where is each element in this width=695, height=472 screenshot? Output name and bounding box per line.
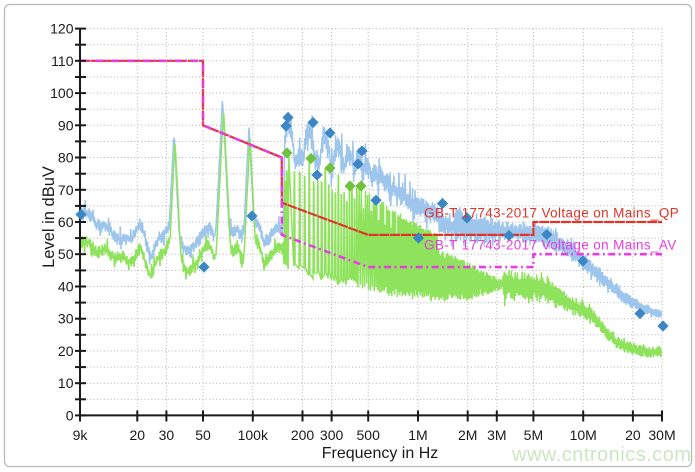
- svg-text:30: 30: [58, 311, 74, 327]
- svg-text:40: 40: [58, 279, 74, 295]
- svg-text:50: 50: [195, 427, 211, 443]
- svg-text:GB-T 17743-2017 Voltage on Mai: GB-T 17743-2017 Voltage on Mains_QP: [424, 206, 679, 221]
- svg-text:GB-T 17743-2017 Voltage on Mai: GB-T 17743-2017 Voltage on Mains_AV: [424, 238, 677, 253]
- svg-text:1M: 1M: [408, 427, 427, 443]
- svg-text:90: 90: [58, 117, 74, 133]
- svg-text:2M: 2M: [458, 427, 477, 443]
- svg-text:80: 80: [58, 150, 74, 166]
- svg-text:100: 100: [50, 85, 74, 101]
- svg-text:50: 50: [58, 246, 74, 262]
- svg-text:20: 20: [625, 427, 641, 443]
- svg-text:120: 120: [50, 21, 74, 37]
- svg-text:10: 10: [58, 375, 74, 391]
- svg-text:30M: 30M: [648, 427, 675, 443]
- svg-text:500: 500: [357, 427, 381, 443]
- svg-text:200: 200: [291, 427, 315, 443]
- svg-text:20: 20: [58, 343, 74, 359]
- svg-text:5M: 5M: [524, 427, 543, 443]
- svg-text:10M: 10M: [570, 427, 597, 443]
- svg-text:www.cntronics.com: www.cntronics.com: [511, 444, 691, 466]
- svg-text:60: 60: [58, 214, 74, 230]
- svg-text:Frequency in Hz: Frequency in Hz: [322, 445, 439, 462]
- svg-text:30: 30: [159, 427, 175, 443]
- svg-text:9k: 9k: [73, 427, 89, 443]
- svg-text:0: 0: [66, 407, 74, 423]
- svg-text:20: 20: [130, 427, 146, 443]
- svg-text:300: 300: [320, 427, 344, 443]
- svg-text:Level in dBuV: Level in dBuV: [40, 166, 58, 268]
- svg-text:70: 70: [58, 182, 74, 198]
- svg-text:3M: 3M: [487, 427, 506, 443]
- svg-text:110: 110: [51, 53, 74, 69]
- svg-text:100k: 100k: [238, 427, 269, 443]
